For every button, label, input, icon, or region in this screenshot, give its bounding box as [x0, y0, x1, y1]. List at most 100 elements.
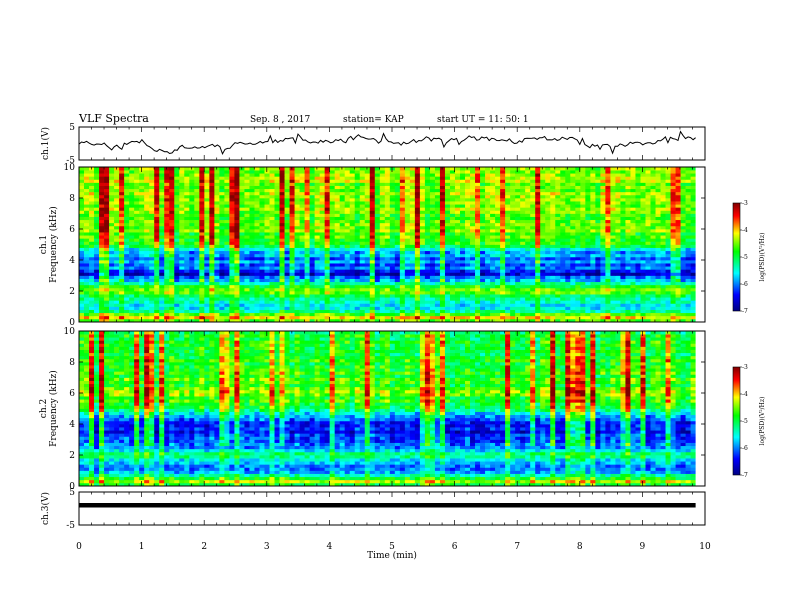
spectrogram-cell [530, 210, 536, 214]
spectrogram-cell [164, 241, 170, 245]
spectrogram-cell [214, 266, 220, 270]
spectrogram-cell [404, 281, 411, 286]
spectrogram-cell [264, 300, 270, 304]
spectrogram-cell [505, 284, 511, 289]
spectrogram-cell [459, 247, 466, 252]
spectrogram-cell [354, 256, 361, 261]
spectrogram-cell [490, 247, 496, 252]
spectrogram-cell [319, 284, 325, 289]
spectrogram-cell [159, 294, 165, 298]
spectrogram-cell [79, 294, 85, 298]
spectrogram-cell [134, 229, 140, 233]
spectrogram-cell [550, 269, 556, 273]
spectrogram-cell [89, 263, 95, 267]
spectrogram-cell [259, 297, 265, 301]
spectrogram-cell [294, 291, 300, 295]
spectrogram-cell [274, 198, 280, 202]
spectrogram-cell [409, 210, 416, 214]
spectrogram-cell [119, 229, 125, 233]
spectrogram-cell [304, 294, 310, 298]
spectrogram-cell [419, 287, 426, 292]
spectrogram-cell [590, 241, 596, 245]
spectrogram-cell [159, 241, 165, 245]
spectrogram-cell [550, 247, 556, 252]
spectrogram-cell [449, 222, 456, 227]
spectrogram-cell [309, 306, 315, 310]
spectrogram-cell [600, 315, 606, 320]
spectrogram-cell [149, 247, 155, 252]
spectrogram-cell [364, 315, 371, 320]
spectrogram-cell [209, 281, 215, 286]
spectrogram-cell [475, 315, 481, 320]
spectrogram-cell [194, 201, 200, 205]
spectrogram-cell [585, 275, 591, 279]
spectrogram-cell [134, 284, 140, 289]
spectrogram-cell [655, 297, 661, 301]
spectrogram-cell [680, 281, 686, 286]
spectrogram-cell [665, 297, 671, 301]
spectrogram-cell [259, 309, 265, 314]
spectrogram-cell [174, 303, 180, 307]
spectrogram-cell [189, 210, 195, 214]
spectrogram-cell [610, 247, 616, 252]
spectrogram-cell [610, 272, 616, 276]
spectrogram-cell [394, 235, 401, 239]
spectrogram-cell [500, 260, 506, 264]
spectrogram-cell [525, 306, 531, 310]
spectrogram-cell [475, 269, 481, 273]
spectrogram-cell [294, 256, 300, 261]
spectrogram-cell [444, 229, 451, 233]
spectrogram-cell [419, 291, 426, 295]
spectrogram-cell [279, 247, 285, 252]
spectrogram-cell [550, 225, 556, 230]
spectrogram-cell [154, 232, 160, 236]
spectrogram-cell [394, 272, 401, 276]
spectrogram-cell [550, 235, 556, 239]
spectrogram-cell [104, 222, 110, 227]
spectrogram-cell [630, 278, 636, 283]
spectrogram-cell [259, 300, 265, 304]
spectrogram-cell [84, 297, 90, 301]
spectrogram-cell [159, 306, 165, 310]
spectrogram-cell [194, 256, 200, 261]
spectrogram-cell [279, 198, 285, 202]
spectrogram-cell [660, 287, 666, 292]
spectrogram-cell [570, 294, 576, 298]
spectrogram-cell [134, 256, 140, 261]
spectrogram-cell [349, 287, 356, 292]
spectrogram-cell [680, 210, 686, 214]
spectrogram-cell [244, 235, 250, 239]
spectrogram-cell [515, 213, 521, 217]
spectrogram-cell [189, 284, 195, 289]
spectrogram-cell [444, 244, 451, 248]
spectrogram-cell [384, 225, 391, 230]
spectrogram-cell [540, 235, 546, 239]
spectrogram-cell [309, 309, 315, 314]
spectrogram-cell [439, 318, 446, 323]
spectrogram-cell [229, 256, 235, 261]
spectrogram-cell [329, 244, 336, 248]
spectrogram-cell [234, 213, 240, 217]
spectrogram-cell [184, 244, 190, 248]
spectrogram-cell [134, 241, 140, 245]
spectrogram-cell [655, 269, 661, 273]
spectrogram-cell [640, 275, 646, 279]
spectrogram-cell [570, 253, 576, 258]
spectrogram-cell [454, 229, 461, 233]
spectrogram-cell [319, 216, 325, 221]
spectrogram-cell [249, 312, 255, 317]
spectrogram-cell [429, 207, 436, 211]
spectrogram-cell [109, 312, 115, 317]
spectrogram-cell [540, 315, 546, 320]
spectrogram-cell [154, 216, 160, 221]
spectrogram-cell [334, 216, 341, 221]
spectrogram-cell [500, 278, 506, 283]
spectrogram-cell [625, 297, 631, 301]
spectrogram-cell [149, 278, 155, 283]
spectrogram-cell [194, 247, 200, 252]
spectrogram-cell [184, 232, 190, 236]
spectrogram-cell [660, 269, 666, 273]
spectrogram-cell [179, 297, 185, 301]
spectrogram-cell [640, 235, 646, 239]
spectrogram-cell [249, 297, 255, 301]
